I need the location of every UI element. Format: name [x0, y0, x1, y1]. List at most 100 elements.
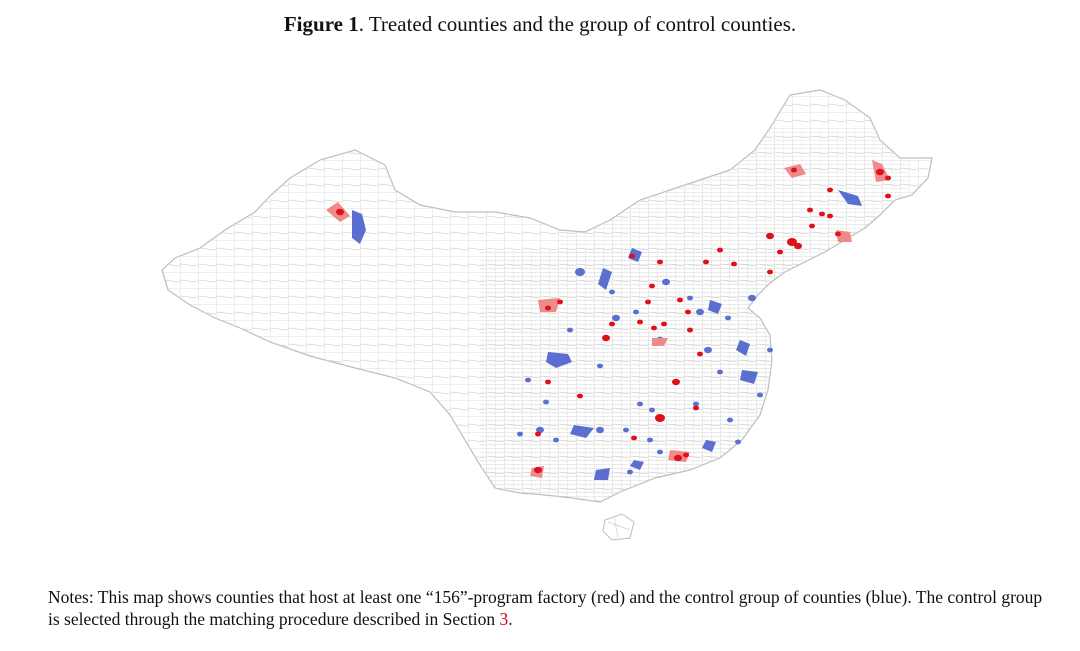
treated-county — [674, 454, 682, 462]
treated-county-area — [652, 338, 668, 346]
control-county — [725, 315, 731, 321]
treated-county — [807, 207, 813, 213]
figure-title: Treated counties and the group of contro… — [368, 12, 797, 36]
treated-county — [827, 187, 833, 193]
treated-county — [661, 321, 667, 327]
control-county — [609, 289, 615, 295]
treated-county — [683, 452, 689, 458]
treated-county — [535, 431, 541, 437]
treated-county — [766, 232, 774, 240]
treated-county — [655, 414, 665, 422]
treated-county — [885, 193, 891, 199]
treated-county — [885, 175, 891, 181]
treated-counties — [336, 167, 891, 474]
control-county — [693, 401, 699, 407]
section-reference-link[interactable]: 3 — [499, 609, 509, 629]
control-county — [630, 460, 644, 470]
control-county — [633, 309, 639, 315]
control-county — [525, 377, 531, 383]
hainan-island — [602, 513, 635, 541]
control-county — [647, 437, 653, 443]
treated-county — [534, 466, 542, 474]
control-county — [735, 439, 741, 445]
figure-label: Figure 1 — [283, 12, 359, 36]
control-county — [352, 210, 366, 244]
control-county — [696, 308, 704, 316]
control-county — [717, 369, 723, 375]
china-county-map — [161, 89, 933, 541]
control-county — [598, 268, 612, 290]
treated-county — [651, 325, 657, 331]
control-county — [594, 468, 610, 480]
control-county — [546, 352, 572, 368]
control-county — [657, 449, 663, 455]
control-county — [748, 294, 756, 302]
treated-county — [645, 299, 651, 305]
treated-county — [577, 393, 583, 399]
control-county — [767, 347, 773, 353]
treated-county — [637, 319, 643, 325]
treated-county-area — [538, 298, 560, 312]
treated-county — [649, 283, 655, 289]
control-county — [536, 426, 544, 434]
treated-county — [336, 208, 344, 216]
treated-county — [657, 259, 663, 265]
control-county — [627, 469, 633, 475]
treated-county — [697, 351, 703, 357]
treated-county — [685, 309, 691, 315]
control-county — [628, 248, 642, 262]
treated-county — [545, 379, 551, 385]
control-county — [662, 278, 670, 286]
figure-notes: Notes: This map shows counties that host… — [48, 586, 1048, 630]
control-county — [623, 427, 629, 433]
figure-separator: . — [358, 12, 364, 36]
treated-county — [819, 211, 825, 217]
figure-caption: Figure 1. Treated counties and the group… — [0, 12, 1080, 37]
notes-end: . — [508, 609, 513, 629]
control-county — [597, 363, 603, 369]
control-county — [543, 399, 549, 405]
control-county — [649, 407, 655, 413]
control-counties — [352, 190, 862, 480]
treated-county — [767, 269, 773, 275]
treated-county — [693, 405, 699, 411]
treated-county — [809, 223, 815, 229]
control-county — [517, 431, 523, 437]
treated-county — [609, 321, 615, 327]
control-county — [553, 437, 559, 443]
treated-county — [717, 247, 723, 253]
control-county — [740, 370, 758, 384]
treated-county — [677, 297, 683, 303]
treated-county — [545, 305, 551, 311]
control-county — [612, 314, 620, 322]
control-county — [838, 190, 862, 206]
treated-county — [557, 299, 563, 305]
treated-county — [835, 231, 841, 237]
treated-county — [687, 327, 693, 333]
control-county — [687, 295, 693, 301]
treated-county — [794, 242, 802, 250]
treated-county — [631, 435, 637, 441]
treated-county — [791, 167, 797, 173]
treated-county — [703, 259, 709, 265]
treated-county — [827, 213, 833, 219]
notes-text: Notes: This map shows counties that host… — [48, 587, 1043, 629]
control-county — [637, 401, 643, 407]
treated-county — [672, 378, 680, 386]
control-county — [736, 340, 750, 356]
control-county — [727, 417, 733, 423]
treated-county — [876, 168, 884, 176]
treated-county — [602, 334, 610, 342]
treated-county — [731, 261, 737, 267]
control-county — [757, 392, 763, 398]
treated-county — [629, 253, 635, 259]
treated-county — [787, 238, 797, 246]
control-county — [596, 426, 604, 434]
control-county — [702, 440, 716, 452]
control-county — [570, 425, 594, 438]
control-county — [575, 268, 585, 276]
treated-county — [777, 249, 783, 255]
control-county — [708, 300, 722, 314]
control-county — [567, 327, 573, 333]
control-county — [704, 346, 712, 354]
